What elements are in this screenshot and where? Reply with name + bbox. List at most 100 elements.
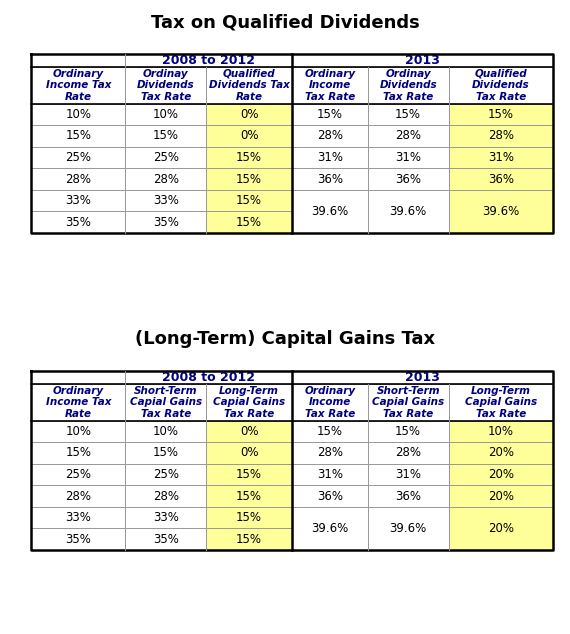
Bar	[449, 507, 553, 550]
Text: 28%: 28%	[153, 172, 178, 186]
Bar	[206, 67, 292, 103]
Bar	[125, 104, 206, 126]
Bar	[125, 421, 206, 443]
Text: 36%: 36%	[395, 489, 421, 503]
Text: 28%: 28%	[317, 129, 343, 143]
Text: 25%: 25%	[66, 468, 91, 481]
Bar	[206, 212, 292, 233]
Bar	[206, 507, 292, 529]
Text: Ordinary
Income
Tax Rate: Ordinary Income Tax Rate	[304, 386, 356, 419]
Text: 15%: 15%	[236, 533, 262, 546]
Bar	[31, 126, 125, 147]
Text: 36%: 36%	[488, 172, 514, 186]
Text: 35%: 35%	[153, 216, 178, 229]
Bar	[292, 126, 368, 147]
Bar	[292, 147, 368, 169]
Bar	[449, 190, 553, 233]
Bar	[449, 147, 553, 169]
Bar	[292, 67, 368, 103]
Text: 39.6%: 39.6%	[311, 522, 349, 535]
Text: 28%: 28%	[317, 446, 343, 460]
Text: 33%: 33%	[153, 511, 178, 524]
Bar	[125, 212, 206, 233]
Text: 39.6%: 39.6%	[389, 205, 427, 218]
Bar	[31, 169, 125, 190]
Text: 10%: 10%	[66, 425, 91, 438]
Text: 2008 to 2012: 2008 to 2012	[162, 371, 255, 384]
Text: 25%: 25%	[153, 468, 178, 481]
Text: 0%: 0%	[240, 446, 258, 460]
Text: 15%: 15%	[236, 151, 262, 164]
Text: 15%: 15%	[317, 108, 343, 121]
Text: 25%: 25%	[66, 151, 91, 164]
Text: 10%: 10%	[153, 425, 178, 438]
Bar	[449, 126, 553, 147]
Text: 33%: 33%	[153, 194, 178, 207]
Text: 15%: 15%	[153, 129, 178, 143]
Bar	[449, 67, 553, 103]
Bar	[31, 67, 125, 103]
Text: 2008 to 2012: 2008 to 2012	[162, 54, 255, 67]
Bar	[292, 421, 368, 443]
Bar	[125, 371, 292, 384]
Text: 20%: 20%	[488, 468, 514, 481]
Text: 31%: 31%	[395, 468, 421, 481]
Text: Ordinay
Dividends
Tax Rate: Ordinay Dividends Tax Rate	[137, 69, 194, 102]
Bar	[125, 147, 206, 169]
Text: 15%: 15%	[236, 194, 262, 207]
Text: 15%: 15%	[236, 172, 262, 186]
Text: 0%: 0%	[240, 425, 258, 438]
Bar	[368, 507, 449, 550]
Text: 15%: 15%	[66, 129, 91, 143]
Bar	[368, 421, 449, 443]
Bar	[31, 212, 125, 233]
Bar	[368, 67, 449, 103]
Text: 20%: 20%	[488, 522, 514, 535]
Bar	[292, 104, 368, 126]
Bar	[125, 190, 206, 212]
Bar	[206, 529, 292, 550]
Bar	[206, 104, 292, 126]
Text: 28%: 28%	[395, 129, 421, 143]
Text: 20%: 20%	[488, 446, 514, 460]
Bar	[292, 169, 368, 190]
Text: 39.6%: 39.6%	[482, 205, 519, 218]
Text: Ordinay
Dividends
Tax Rate: Ordinay Dividends Tax Rate	[380, 69, 437, 102]
Bar	[368, 147, 449, 169]
Text: 35%: 35%	[66, 533, 91, 546]
Text: (Long-Term) Capital Gains Tax: (Long-Term) Capital Gains Tax	[135, 330, 435, 348]
Bar	[292, 371, 553, 384]
Text: 10%: 10%	[153, 108, 178, 121]
Text: 15%: 15%	[395, 425, 421, 438]
Text: 28%: 28%	[66, 489, 91, 503]
Bar	[31, 464, 125, 486]
Bar	[125, 443, 206, 464]
Bar	[31, 384, 125, 421]
Text: 28%: 28%	[66, 172, 91, 186]
Bar	[125, 67, 206, 103]
Bar	[368, 384, 449, 421]
Text: 15%: 15%	[66, 446, 91, 460]
Text: 25%: 25%	[153, 151, 178, 164]
Text: 20%: 20%	[488, 489, 514, 503]
Text: 36%: 36%	[317, 489, 343, 503]
Text: 31%: 31%	[317, 468, 343, 481]
Bar	[31, 443, 125, 464]
Bar	[206, 384, 292, 421]
Bar	[449, 104, 553, 126]
Text: 36%: 36%	[395, 172, 421, 186]
Bar	[368, 464, 449, 486]
Text: 2013: 2013	[405, 54, 440, 67]
Text: Long-Term
Capial Gains
Tax Rate: Long-Term Capial Gains Tax Rate	[465, 386, 537, 419]
Bar	[206, 169, 292, 190]
Text: 39.6%: 39.6%	[311, 205, 349, 218]
Bar	[368, 486, 449, 507]
Bar	[449, 464, 553, 486]
Bar	[31, 104, 125, 126]
Bar	[206, 147, 292, 169]
Text: 39.6%: 39.6%	[389, 522, 427, 535]
Text: 33%: 33%	[66, 511, 91, 524]
Text: 0%: 0%	[240, 129, 258, 143]
Bar	[292, 507, 368, 550]
Bar	[31, 54, 125, 67]
